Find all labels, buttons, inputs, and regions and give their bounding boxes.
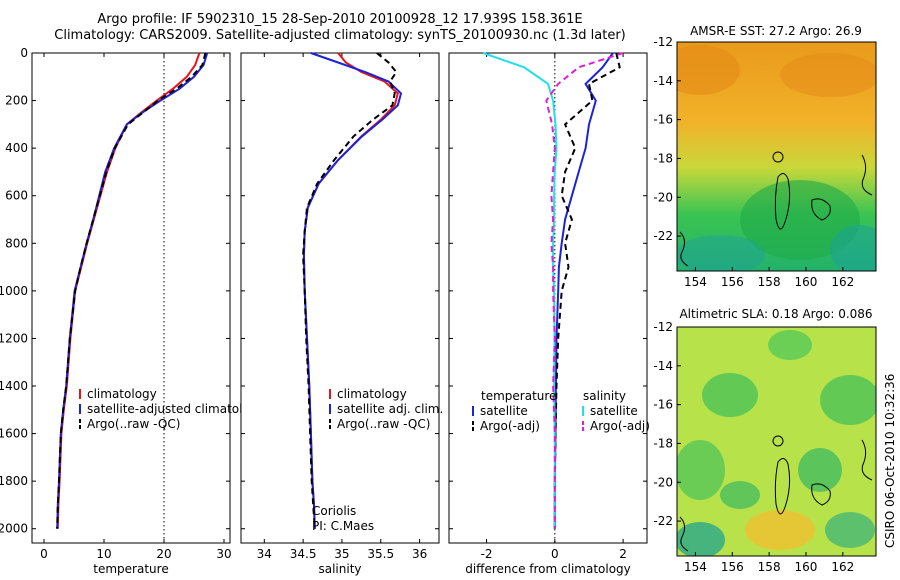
x-tick-label: 0: [551, 547, 559, 561]
y-tick-label: 2000: [0, 522, 28, 536]
map-y-tick-label: -14: [653, 359, 673, 373]
map-x-tick-label: 160: [795, 560, 818, 574]
series-line-argo-raw-qc-: [302, 52, 398, 529]
sla-map-title: Altimetric SLA: 0.18 Argo: 0.086: [679, 307, 872, 321]
plot-frame: [31, 52, 231, 544]
y-tick-label: 400: [5, 141, 28, 155]
y-tick-label: 800: [5, 236, 28, 250]
sla-map-panel: Altimetric SLA: 0.18 Argo: 0.086 154 156 1…: [653, 307, 877, 574]
map-y-tick-label: -18: [653, 151, 673, 165]
y-tick-label: 1800: [0, 474, 28, 488]
series-line-temperature-argo-adj-: [553, 52, 621, 529]
argo-location-marker: [772, 435, 784, 447]
map-x-tick-label: 156: [721, 560, 744, 574]
map-y-tick-label: -12: [653, 320, 673, 334]
x-tick-label: 35: [334, 547, 349, 561]
map-y-tick-label: -12: [653, 35, 673, 49]
x-tick-label: 34.5: [290, 547, 317, 561]
x-tick-label: 35.5: [367, 547, 394, 561]
legend-label: Argo(-adj): [480, 419, 540, 433]
x-tick-label: 0: [40, 547, 48, 561]
sst-map-title: AMSR-E SST: 27.2 Argo: 26.9: [690, 24, 862, 38]
map-y-tick-label: -18: [653, 436, 673, 450]
map-y-tick-label: -16: [653, 113, 673, 127]
y-tick-label: 1000: [0, 284, 28, 298]
x-tick-label: 10: [96, 547, 111, 561]
plot-frame: [240, 52, 440, 544]
legend-label: satellite: [480, 404, 528, 418]
legend-label: climatology: [337, 387, 407, 401]
map-y-tick-label: -20: [653, 190, 673, 204]
x-tick-label: 20: [156, 547, 171, 561]
x-tick-label: 2: [619, 547, 627, 561]
title-block: Argo profile: IF 5902310_15 28-Sep-2010 …: [40, 12, 640, 44]
salinity-panel: 34 34.5 35 35.5 36 salinity climatologysatelli…: [240, 52, 443, 576]
y-tick-label: 1200: [0, 331, 28, 345]
annotation-text: PI: C.Maes: [312, 519, 374, 533]
annotation-text: Coriolis: [312, 504, 356, 518]
sst-map-panel: AMSR-E SST: 27.2 Argo: 26.9 154 156 158 160…: [653, 24, 877, 289]
legend-label: Argo(-adj): [590, 419, 650, 433]
legend-label: satellite adj. clim.: [337, 402, 443, 416]
temperature-panel: 0 10 20 30 0 200 400 600 800 1000 1200 1400 1600 1800…: [0, 46, 265, 576]
map-x-tick-label: 156: [721, 275, 744, 289]
map-x-tick-label: 160: [795, 275, 818, 289]
x-axis-label: difference from climatology: [465, 562, 631, 576]
map-y-tick-label: -14: [653, 74, 673, 88]
map-y-tick-label: -22: [653, 514, 673, 528]
y-tick-label: 200: [5, 94, 28, 108]
argo-location-marker: [772, 151, 784, 163]
timestamp-stamp: CSIRO 06-Oct-2010 10:32:36: [883, 374, 897, 548]
series-line-argo-raw-qc-: [56, 52, 207, 529]
series-line-satellite-adjusted-climatology: [56, 52, 209, 529]
map-y-tick-label: -16: [653, 398, 673, 412]
plot-frame: [448, 52, 648, 544]
series-line-salinity-argo-adj-: [545, 52, 624, 529]
series-line-temperature-satellite: [553, 52, 614, 529]
y-tick-label: 0: [20, 46, 28, 60]
y-tick-label: 600: [5, 189, 28, 203]
legend-title: salinity: [583, 389, 626, 403]
legend-label: Argo(..raw -QC): [87, 417, 180, 431]
map-x-tick-label: 162: [831, 275, 854, 289]
map-x-tick-label: 158: [758, 560, 781, 574]
x-axis-label: salinity: [318, 562, 361, 576]
sla-field: [677, 327, 876, 556]
map-x-tick-label: 162: [831, 560, 854, 574]
page-title: Argo profile: IF 5902310_15 28-Sep-2010 …: [97, 12, 583, 27]
x-tick-label: 30: [216, 547, 231, 561]
x-tick-label: 36: [412, 547, 427, 561]
y-tick-label: 1400: [0, 379, 28, 393]
map-x-tick-label: 158: [758, 275, 781, 289]
legend-label: climatology: [87, 387, 157, 401]
sst-field: [677, 42, 876, 271]
legend-title: temperature: [481, 389, 556, 403]
x-axis-label: temperature: [93, 562, 168, 576]
x-tick-label: 34: [257, 547, 272, 561]
map-x-tick-label: 154: [684, 275, 707, 289]
legend-label: Argo(..raw -QC): [337, 417, 430, 431]
map-y-tick-label: -22: [653, 229, 673, 243]
map-x-tick-label: 154: [684, 560, 707, 574]
x-tick-label: -2: [481, 547, 493, 561]
y-tick-label: 1600: [0, 427, 28, 441]
map-y-tick-label: -20: [653, 475, 673, 489]
legend-label: satellite-adjusted climatology: [87, 402, 265, 416]
page-subtitle: Climatology: CARS2009. Satellite-adjuste…: [54, 28, 626, 43]
legend-label: satellite: [590, 404, 638, 418]
